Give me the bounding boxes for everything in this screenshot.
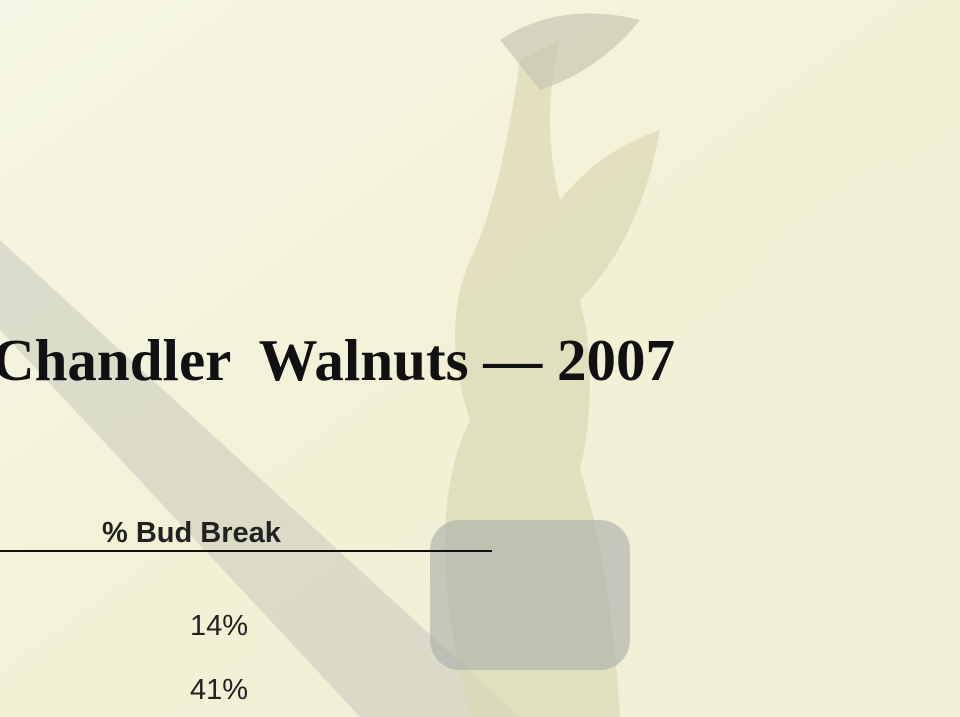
slide-title: Chandler Walnuts — 2007 bbox=[0, 326, 675, 395]
slide: Chandler Walnuts — 2007 % Bud Break 14% … bbox=[0, 0, 960, 717]
table-cell: 14% bbox=[190, 610, 248, 643]
header-rule bbox=[0, 550, 492, 552]
column-header: % Bud Break bbox=[102, 517, 281, 550]
table-cell: 41% bbox=[190, 674, 248, 707]
